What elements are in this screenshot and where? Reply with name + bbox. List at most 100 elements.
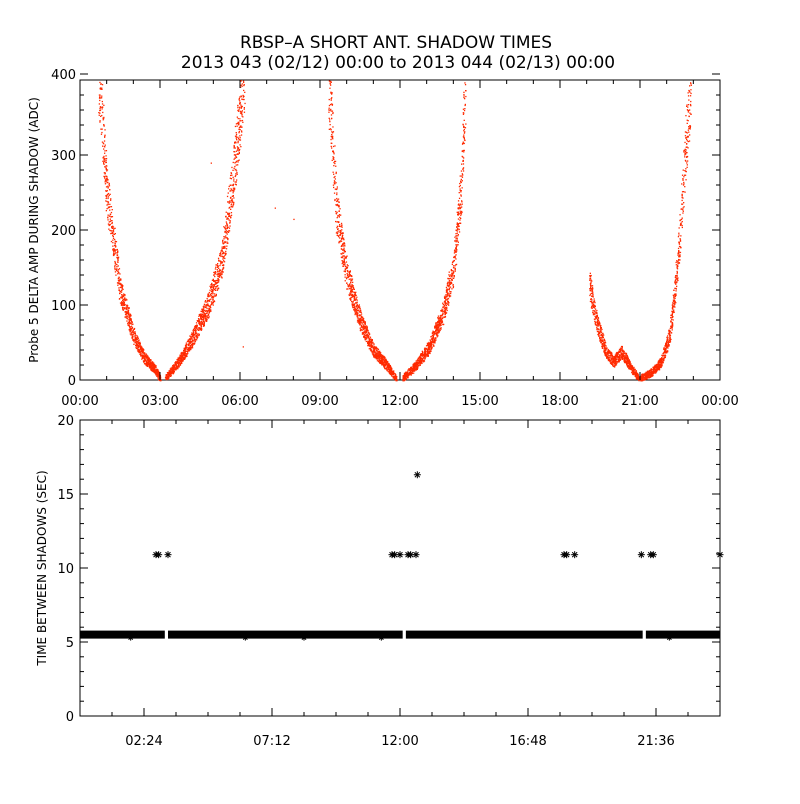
data-point bbox=[685, 131, 688, 133]
data-point bbox=[194, 333, 196, 335]
data-point bbox=[599, 340, 601, 342]
data-point bbox=[453, 256, 455, 259]
data-point bbox=[455, 264, 457, 266]
data-point bbox=[238, 149, 240, 152]
data-point bbox=[342, 243, 344, 245]
data-point bbox=[349, 283, 351, 285]
data-point bbox=[137, 341, 139, 344]
data-point bbox=[135, 338, 138, 340]
data-point bbox=[212, 296, 215, 298]
data-point bbox=[389, 366, 392, 368]
data-point bbox=[342, 260, 344, 263]
data-point bbox=[238, 122, 240, 124]
data-point bbox=[423, 355, 425, 358]
data-point bbox=[392, 377, 394, 379]
data-point bbox=[141, 348, 143, 351]
data-point bbox=[196, 327, 198, 329]
data-point bbox=[213, 285, 215, 287]
data-point bbox=[340, 231, 342, 233]
data-point bbox=[351, 275, 353, 278]
data-point bbox=[239, 129, 241, 131]
data-point bbox=[435, 326, 437, 329]
data-point bbox=[407, 372, 409, 374]
data-point bbox=[388, 370, 391, 372]
data-point bbox=[241, 119, 244, 122]
data-point bbox=[139, 351, 141, 353]
data-point bbox=[114, 252, 117, 254]
data-point bbox=[441, 308, 443, 310]
data-point bbox=[105, 155, 107, 157]
data-point bbox=[331, 131, 333, 133]
data-point bbox=[210, 301, 213, 303]
data-point bbox=[380, 361, 383, 363]
data-point bbox=[239, 100, 241, 102]
data-point bbox=[376, 356, 379, 358]
data-point bbox=[191, 345, 194, 347]
data-point bbox=[404, 372, 406, 374]
data-point bbox=[136, 343, 138, 345]
data-point bbox=[148, 364, 151, 366]
data-point bbox=[388, 372, 391, 374]
data-point bbox=[367, 345, 369, 347]
data-point bbox=[624, 360, 627, 362]
data-point bbox=[192, 334, 194, 336]
data-point bbox=[221, 261, 223, 263]
data-point bbox=[200, 319, 203, 321]
data-point bbox=[615, 363, 617, 365]
data-point bbox=[170, 375, 172, 377]
data-point bbox=[459, 222, 462, 224]
data-point bbox=[382, 357, 384, 360]
data-point bbox=[367, 329, 369, 332]
data-point bbox=[122, 309, 124, 311]
data-point bbox=[442, 302, 444, 304]
data-point bbox=[432, 330, 434, 332]
data-point bbox=[358, 307, 360, 309]
data-point bbox=[609, 361, 611, 363]
data-point bbox=[182, 356, 184, 358]
data-point bbox=[113, 251, 115, 253]
data-point bbox=[403, 376, 406, 378]
data-point bbox=[605, 348, 607, 350]
data-point bbox=[427, 344, 429, 346]
data-point bbox=[117, 270, 119, 272]
data-point bbox=[329, 124, 331, 126]
data-point bbox=[351, 304, 353, 306]
data-point bbox=[141, 357, 144, 359]
data-point bbox=[445, 312, 448, 314]
data-point bbox=[101, 108, 103, 110]
data-point bbox=[394, 378, 396, 380]
data-point bbox=[103, 157, 105, 159]
data-point bbox=[237, 164, 239, 166]
data-point bbox=[344, 245, 346, 247]
data-point bbox=[599, 330, 601, 332]
data-point bbox=[124, 304, 126, 306]
data-point bbox=[143, 353, 145, 356]
data-point bbox=[460, 217, 462, 220]
data-point bbox=[170, 369, 172, 371]
data-point bbox=[107, 202, 109, 204]
data-point bbox=[227, 201, 229, 203]
data-point bbox=[456, 237, 458, 239]
series-branch-2-up bbox=[402, 82, 467, 382]
data-point bbox=[360, 318, 362, 320]
data-point bbox=[435, 322, 437, 324]
data-point bbox=[369, 347, 371, 349]
data-point bbox=[638, 377, 640, 380]
data-point bbox=[240, 125, 242, 127]
data-point bbox=[240, 86, 242, 88]
data-point bbox=[341, 235, 344, 237]
data-point bbox=[203, 321, 206, 323]
data-point bbox=[601, 345, 603, 347]
data-point bbox=[375, 346, 377, 349]
data-point bbox=[426, 354, 428, 356]
data-point bbox=[104, 172, 106, 174]
data-point bbox=[234, 125, 237, 128]
data-point bbox=[159, 380, 161, 382]
data-point bbox=[431, 334, 433, 337]
data-point bbox=[332, 150, 334, 153]
data-point bbox=[456, 211, 458, 213]
data-point bbox=[168, 375, 170, 377]
data-point bbox=[207, 294, 209, 296]
data-point bbox=[119, 290, 121, 292]
data-point bbox=[435, 326, 437, 328]
